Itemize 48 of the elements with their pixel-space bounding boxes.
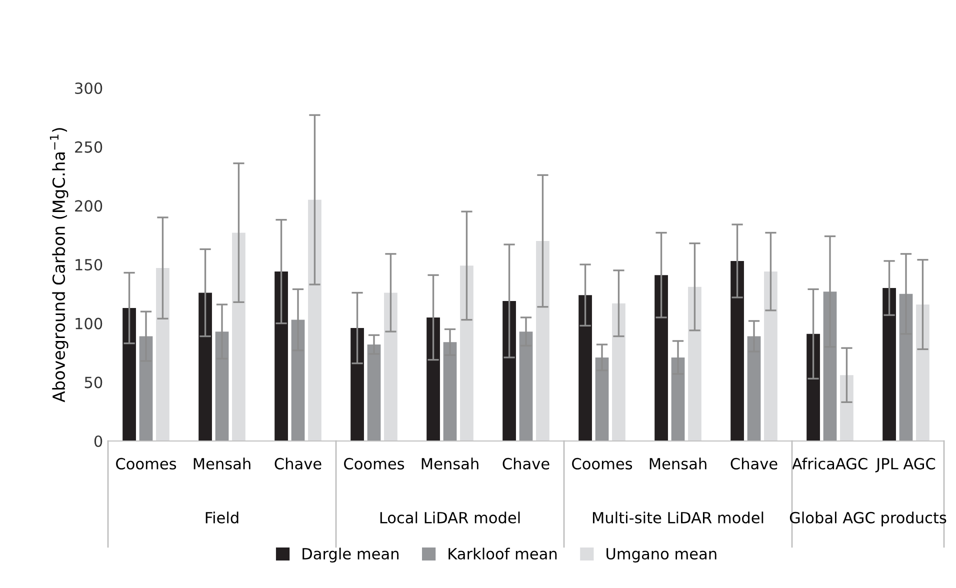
bar [916, 304, 930, 441]
x-tick-label: Mensah [650, 458, 706, 470]
y-tick-label: 100 [76, 318, 102, 330]
y-tick-label: 250 [75, 141, 102, 153]
bar [840, 375, 854, 441]
y-tick-label: 200 [75, 200, 102, 212]
bar [308, 200, 322, 441]
x-tick-label: AfricaAGC [792, 458, 868, 470]
x-tick-label: Coomes [344, 458, 404, 470]
bar [730, 260, 744, 441]
y-tick-label: 300 [75, 82, 102, 94]
bar [122, 308, 136, 441]
bar [460, 266, 474, 441]
y-tick-label: 50 [84, 376, 102, 388]
bar [688, 286, 702, 441]
x-tick-label: Coomes [572, 458, 632, 470]
bar [274, 272, 288, 441]
bar [350, 328, 364, 441]
text: Local LiDAR model [380, 512, 520, 524]
bar [578, 295, 592, 441]
y-tick-label: 0 [94, 435, 102, 448]
x-tick-label: Chave [502, 458, 550, 470]
legend-label: Umgano mean [606, 548, 716, 562]
text: Multi-site LiDAR model [592, 512, 764, 524]
x-tick-label: Mensah [194, 458, 250, 470]
bar [882, 288, 896, 441]
bar [384, 292, 398, 441]
text: Field [206, 512, 238, 524]
bar [612, 303, 626, 441]
x-tick-label: Chave [730, 458, 778, 470]
bar [156, 268, 170, 441]
bar [654, 275, 668, 441]
bar [426, 317, 440, 441]
bar [198, 292, 212, 441]
bar [536, 240, 550, 441]
bar [806, 334, 820, 441]
bar [232, 232, 246, 441]
text: Global AGC products [790, 512, 946, 526]
bar [764, 272, 778, 441]
x-tick-label: JPL AGC [875, 458, 936, 472]
x-tick-label: Chave [274, 458, 322, 470]
bar [502, 300, 516, 441]
x-tick-label: Coomes [116, 458, 176, 470]
x-tick-label: Mensah [422, 458, 478, 470]
legend-label: Karkloof mean [448, 548, 557, 560]
y-axis-title: Aboveground Carbon (MgC.ha$^{−1}$) [50, 128, 68, 402]
legend-label: Dargle mean [302, 548, 398, 562]
y-tick-label: 150 [76, 258, 102, 271]
